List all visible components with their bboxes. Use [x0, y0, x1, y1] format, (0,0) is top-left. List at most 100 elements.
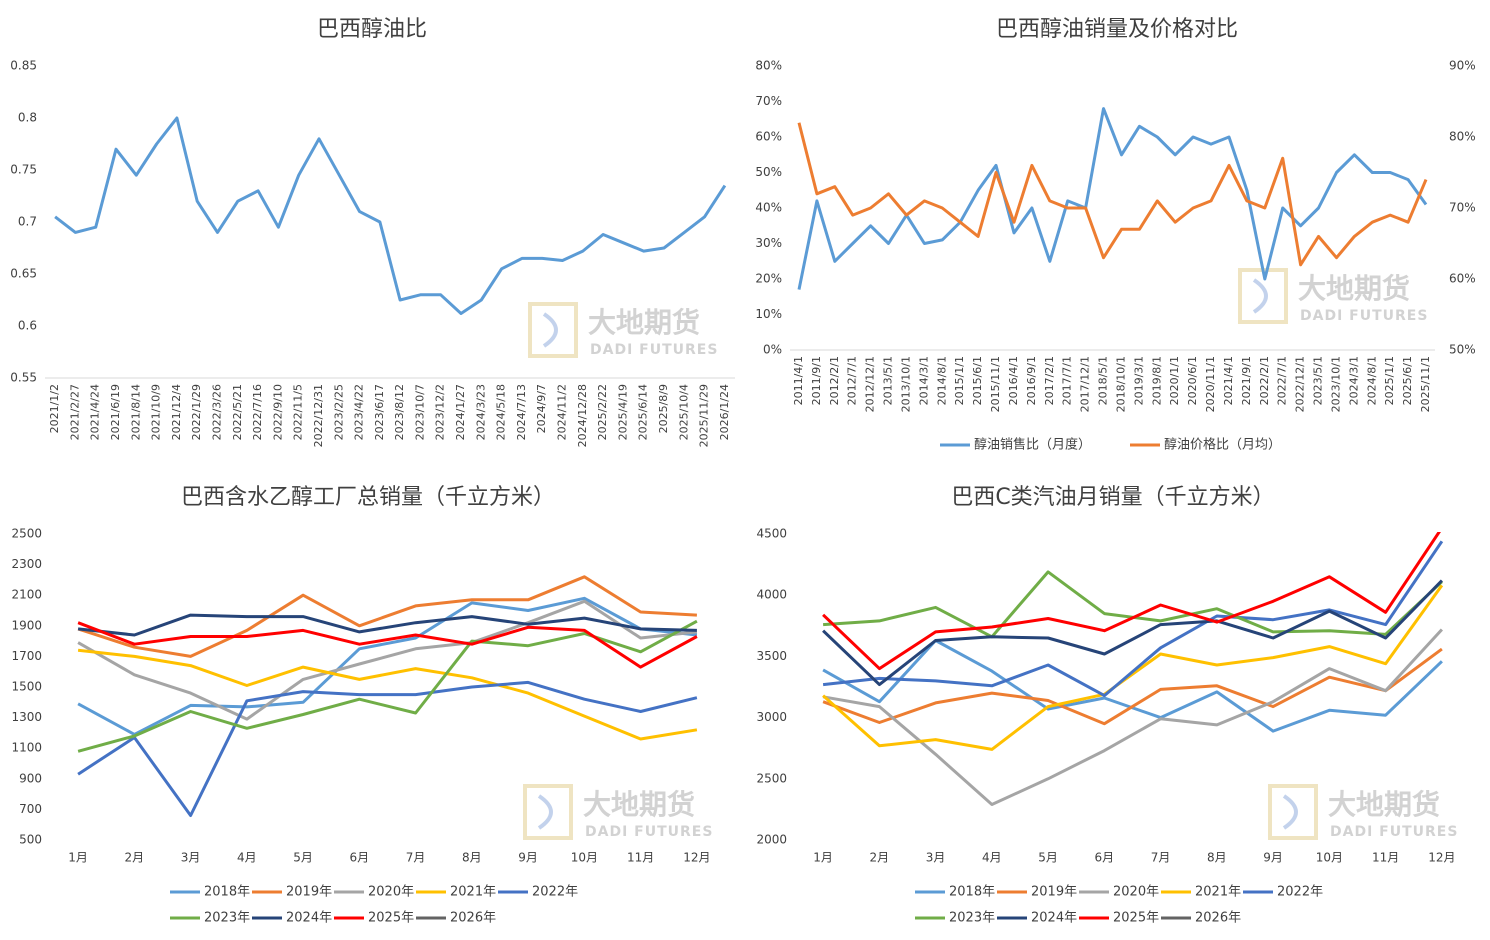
x-tick-label: 2025/8/9	[657, 384, 670, 433]
watermark-logo	[542, 312, 558, 348]
x-tick-label: 2019/8/1	[1150, 356, 1163, 405]
y-tick-label: 30%	[755, 236, 782, 250]
legend-label: 2026年	[450, 911, 496, 926]
x-tick-label: 2022/12/1	[1294, 356, 1307, 412]
series-line	[77, 596, 698, 736]
series-line	[822, 584, 1444, 751]
x-tick-label: 2021/4/1	[1222, 356, 1235, 405]
watermark-text: 大地期货	[583, 788, 695, 821]
x-tick-label: 2025/4/19	[616, 384, 629, 440]
x-tick-label: 2018/10/1	[1114, 356, 1127, 412]
x-tick-label: 2022/5/21	[231, 384, 244, 440]
chart-title: 巴西醇油销量及价格对比	[996, 17, 1238, 42]
y-tick-label: 500	[19, 833, 42, 847]
y-tick-label: 20%	[755, 272, 782, 286]
x-tick-label: 4月	[237, 851, 257, 865]
series-line	[822, 579, 1443, 687]
x-tick-label: 4月	[982, 851, 1002, 865]
x-tick-label: 2025/10/4	[677, 384, 690, 440]
watermark-logo	[1282, 794, 1298, 830]
x-tick-label: 2015/6/1	[971, 356, 984, 405]
y-tick-label: 80%	[755, 59, 782, 73]
y-tick-label: 1900	[11, 618, 42, 632]
x-tick-label: 9月	[1263, 851, 1283, 865]
x-tick-label: 9月	[518, 851, 538, 865]
y-tick-label: 2500	[756, 771, 787, 785]
x-tick-label: 2025/11/29	[698, 384, 711, 447]
x-tick-label: 7月	[406, 851, 426, 865]
legend-label: 2025年	[1113, 911, 1159, 926]
y-tick-label: 1500	[11, 680, 42, 694]
x-tick-label: 8月	[1207, 851, 1227, 865]
x-tick-label: 2022/7/16	[251, 384, 264, 440]
watermark-subtext: DADI FUTURES	[1300, 308, 1428, 324]
x-tick-label: 11月	[627, 851, 654, 865]
x-tick-label: 10月	[571, 851, 598, 865]
x-tick-label: 2023/12/2	[434, 384, 447, 440]
x-tick-label: 2022/3/26	[211, 384, 224, 440]
y-tick-label: 0%	[763, 343, 782, 357]
x-tick-label: 2024/12/28	[576, 384, 589, 447]
x-tick-label: 2023/4/22	[353, 384, 366, 440]
x-tick-label: 12月	[1428, 851, 1455, 865]
legend-label: 2021年	[1195, 885, 1241, 900]
x-tick-label: 2020/1/1	[1168, 356, 1181, 405]
legend-label: 醇油价格比（月均）	[1164, 437, 1281, 453]
series-line	[54, 116, 727, 315]
x-tick-label: 2025/6/14	[637, 384, 650, 440]
chart-title: 巴西C类汽油月销量（千立方米）	[951, 485, 1274, 510]
series-line	[77, 613, 697, 637]
x-tick-label: 2016/9/1	[1025, 356, 1038, 405]
x-tick-label: 2013/10/1	[899, 356, 912, 412]
x-tick-label: 2015/1/1	[953, 356, 966, 405]
x-tick-label: 2023/10/7	[413, 384, 426, 440]
watermark-logo	[537, 794, 553, 830]
x-tick-label: 2024/8/1	[1365, 356, 1378, 405]
legend-label: 2021年	[450, 885, 496, 900]
series-line	[77, 648, 698, 741]
legend-label: 2022年	[1277, 885, 1323, 900]
series-line	[822, 628, 1444, 806]
y-tick-label: 3000	[756, 710, 787, 724]
x-tick-label: 2026/1/24	[718, 384, 731, 440]
y-tick-label: 900	[19, 771, 42, 785]
y-tick-label: 2100	[11, 588, 42, 602]
y-tick-label: 1300	[11, 710, 42, 724]
x-tick-label: 2012/2/1	[828, 356, 841, 405]
y-tick-label: 2000	[756, 833, 787, 847]
x-tick-label: 2022/1/29	[190, 384, 203, 440]
y-tick-label: 700	[19, 802, 42, 816]
x-tick-label: 2025/6/1	[1401, 356, 1414, 405]
x-tick-label: 3月	[926, 851, 946, 865]
x-tick-label: 2021/9/1	[1240, 356, 1253, 405]
x-tick-label: 2月	[125, 851, 145, 865]
x-tick-label: 2013/5/1	[882, 356, 895, 405]
x-tick-label: 2021/4/24	[89, 384, 102, 440]
chart-title: 巴西醇油比	[317, 17, 427, 42]
x-tick-label: 5月	[293, 851, 313, 865]
x-tick-label: 2024/1/27	[454, 384, 467, 440]
series-line	[822, 540, 1444, 698]
watermark-logo	[1268, 784, 1318, 840]
x-tick-label: 2012/7/1	[846, 356, 859, 405]
x-tick-label: 2月	[870, 851, 890, 865]
chart-title: 巴西含水乙醇工厂总销量（千立方米）	[181, 485, 555, 510]
series-line	[823, 570, 1443, 639]
x-tick-label: 2021/10/9	[150, 384, 163, 440]
x-tick-label: 1月	[68, 851, 88, 865]
x-tick-label: 2025/2/22	[596, 384, 609, 440]
x-tick-label: 2023/6/17	[373, 384, 386, 440]
x-tick-label: 7月	[1151, 851, 1171, 865]
x-tick-label: 2024/3/23	[474, 384, 487, 440]
legend-label: 2018年	[204, 885, 250, 900]
legend-label: 2020年	[1113, 885, 1159, 900]
y-tick-label: 0.65	[10, 267, 37, 281]
x-tick-label: 2022/12/31	[312, 384, 325, 447]
watermark-text: 大地期货	[588, 306, 700, 339]
x-tick-label: 12月	[683, 851, 710, 865]
x-tick-label: 2022/9/10	[271, 384, 284, 440]
x-tick-label: 2024/9/7	[535, 384, 548, 433]
y2-tick-label: 70%	[1449, 201, 1476, 215]
watermark-text: 大地期货	[1328, 788, 1440, 821]
legend-label: 2025年	[368, 911, 414, 926]
